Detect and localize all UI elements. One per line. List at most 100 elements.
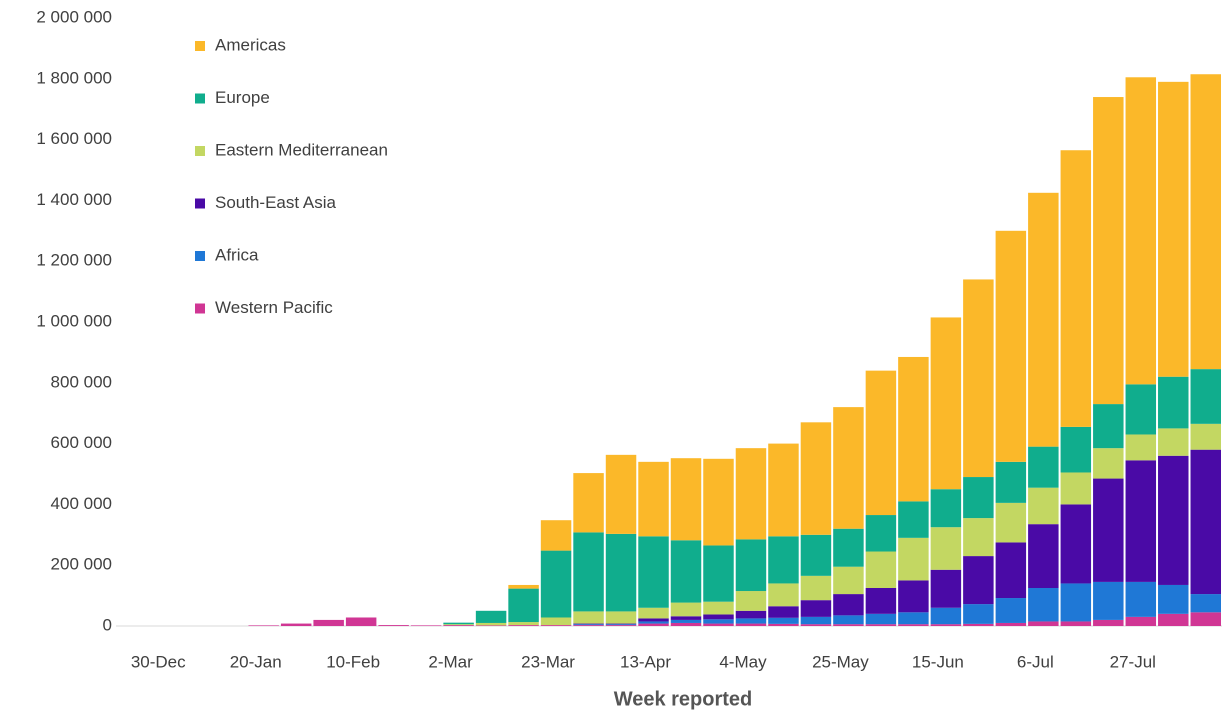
legend-swatch	[195, 303, 205, 314]
bar-segment	[410, 625, 442, 626]
bar-segment	[540, 520, 572, 551]
bar-segment	[1093, 478, 1124, 582]
bar-segment	[443, 624, 474, 626]
bar-segment	[703, 623, 734, 626]
bar-segment	[768, 623, 799, 626]
bar-segment	[735, 623, 767, 626]
bar-segment	[508, 584, 539, 589]
bar-segment	[1028, 446, 1059, 488]
bar-segment	[833, 528, 864, 567]
x-tick-label: 4-May	[719, 652, 767, 671]
bar-segment	[735, 610, 767, 619]
bar-segment	[1028, 524, 1059, 588]
y-tick-label: 1 200 000	[36, 251, 112, 270]
bar-segment	[963, 556, 994, 605]
bar-segment	[865, 370, 897, 516]
x-tick-label: 15-Jun	[912, 652, 964, 671]
bar-segment	[833, 624, 864, 626]
y-tick-label: 400 000	[51, 494, 112, 513]
bar-segment	[735, 618, 767, 624]
bar-segment	[573, 611, 604, 624]
x-tick-label: 23-Mar	[521, 652, 575, 671]
bar-segment	[475, 625, 507, 626]
bar-segment	[1125, 616, 1157, 626]
bar-segment	[930, 624, 962, 626]
bar-segment	[1125, 434, 1157, 461]
bar-segment	[768, 536, 799, 584]
bar-segment	[313, 619, 344, 626]
legend-swatch	[195, 198, 205, 209]
bar-segment	[1158, 455, 1189, 585]
bar-segment	[1190, 612, 1221, 626]
bar-segment	[963, 477, 994, 519]
bar-segment	[573, 624, 604, 626]
bar-segment	[638, 621, 669, 624]
bar-segment	[1028, 192, 1059, 447]
bar-segment	[768, 606, 799, 618]
bar-segment	[735, 539, 767, 592]
bar-segment	[898, 356, 929, 502]
bar-segment	[898, 537, 929, 581]
bar-segment	[378, 625, 409, 626]
y-tick-label: 800 000	[51, 372, 112, 391]
bar-segment	[1190, 74, 1221, 370]
bar-segment	[345, 617, 377, 626]
bar-segment	[1093, 619, 1124, 626]
y-tick-label: 1 000 000	[36, 311, 112, 330]
y-tick-label: 1 400 000	[36, 190, 112, 209]
legend-swatch	[195, 93, 205, 104]
bar-segment	[1158, 584, 1189, 614]
legend-label: Eastern Mediterranean	[215, 140, 388, 159]
bar-segment	[930, 317, 962, 490]
bar-segment	[670, 619, 702, 623]
bar-segment	[898, 580, 929, 613]
bar-segment	[995, 461, 1027, 503]
bar-segment	[508, 625, 539, 626]
bar-segment	[638, 536, 669, 608]
bar-segment	[638, 461, 669, 537]
x-axis-label: Week reported	[614, 688, 753, 710]
bar-segment	[800, 616, 832, 625]
bar-segment	[1060, 150, 1092, 427]
x-tick-label: 6-Jul	[1017, 652, 1054, 671]
bar-segment	[605, 625, 637, 626]
bar-segment	[443, 625, 474, 626]
bar-segment	[573, 623, 604, 625]
bar-segment	[670, 602, 702, 617]
bar-segment	[833, 407, 864, 529]
bar-segment	[670, 622, 702, 626]
bar-segment	[1093, 97, 1124, 405]
bar-segment	[800, 534, 832, 576]
bar-segment	[1190, 369, 1221, 424]
bar-segment	[1060, 504, 1092, 584]
bar-segment	[605, 611, 637, 624]
y-tick-label: 1 800 000	[36, 68, 112, 87]
x-tick-label: 13-Apr	[620, 652, 671, 671]
bar-segment	[1093, 404, 1124, 449]
bar-segment	[475, 610, 507, 623]
bar-segment	[995, 542, 1027, 599]
x-tick-label: 27-Jul	[1110, 652, 1156, 671]
y-tick-label: 0	[103, 615, 112, 634]
bar-segment	[1060, 583, 1092, 622]
bar-segment	[1093, 448, 1124, 479]
bar-segment	[703, 458, 734, 546]
bar-segment	[540, 625, 572, 626]
bar-segment	[1158, 428, 1189, 456]
bar-segment	[1190, 594, 1221, 613]
bar-segment	[833, 615, 864, 625]
bar-segment	[508, 622, 539, 626]
bar-segment	[930, 489, 962, 528]
bar-segment	[1158, 613, 1189, 626]
legend-swatch	[195, 41, 205, 51]
legend-swatch	[195, 146, 205, 156]
bar-segment	[1060, 621, 1092, 626]
legend-label: Europe	[215, 88, 270, 107]
bar-segment	[995, 502, 1027, 543]
bar-segment	[280, 623, 312, 626]
x-tick-label: 20-Jan	[230, 652, 282, 671]
bar-segment	[573, 473, 604, 533]
bar-segment	[573, 532, 604, 612]
bar-segment	[670, 540, 702, 603]
